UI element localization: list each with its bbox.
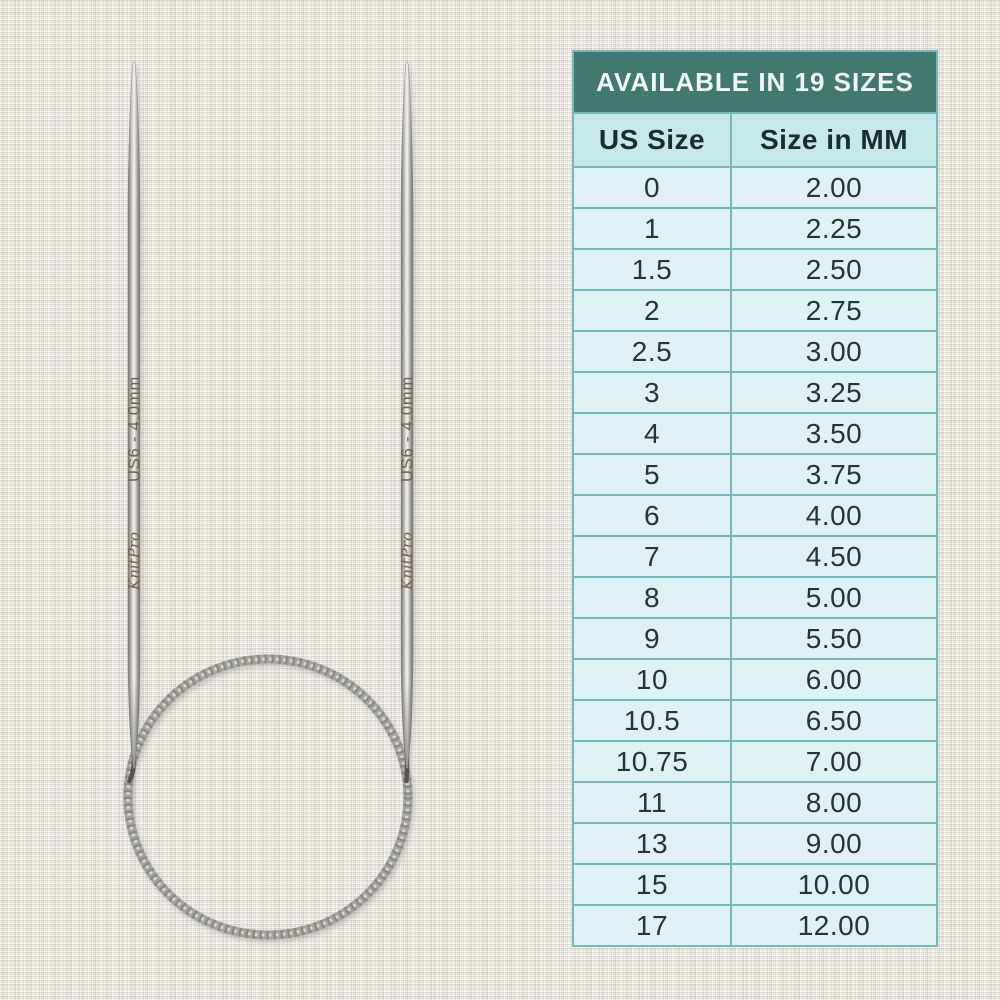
knitting-needle: US6 - 4.0mm KnitPro — [125, 61, 144, 769]
needle-size-marking: US6 - 4.0mm — [126, 376, 144, 482]
table-cell-mm: 3.25 — [732, 373, 936, 412]
table-cell-mm: 6.50 — [732, 701, 936, 740]
table-cell-mm: 3.75 — [732, 455, 936, 494]
table-cell-us: 9 — [574, 619, 730, 658]
table-cell-mm: 3.50 — [732, 414, 936, 453]
column-header-us-size: US Size — [574, 114, 730, 166]
table-cell-us: 10 — [574, 660, 730, 699]
table-cell-us: 0 — [574, 168, 730, 207]
table-cell-mm: 7.00 — [732, 742, 936, 781]
brand-logo: KnitPro — [125, 532, 143, 591]
knitting-needle — [397, 61, 417, 769]
table-cell-us: 4 — [574, 414, 730, 453]
cable-loop — [123, 654, 413, 940]
table-cell-us: 6 — [574, 496, 730, 535]
table-cell-mm: 9.00 — [732, 824, 936, 863]
table-cell-mm: 4.00 — [732, 496, 936, 535]
table-cell-us: 1.5 — [574, 250, 730, 289]
table-cell-mm: 8.00 — [732, 783, 936, 822]
table-cell-us: 2 — [574, 291, 730, 330]
table-cell-us: 11 — [574, 783, 730, 822]
size-table-grid: US Size Size in MM 0 2.00 1 2.25 1.5 2.5… — [574, 114, 936, 945]
table-cell-us: 2.5 — [574, 332, 730, 371]
table-cell-us: 17 — [574, 906, 730, 945]
table-cell-us: 15 — [574, 865, 730, 904]
table-cell-mm: 5.00 — [732, 578, 936, 617]
table-cell-us: 13 — [574, 824, 730, 863]
size-table: AVAILABLE IN 19 SIZES US Size Size in MM… — [572, 50, 938, 947]
table-cell-us: 7 — [574, 537, 730, 576]
column-header-size-mm: Size in MM — [732, 114, 936, 166]
table-cell-mm: 10.00 — [732, 865, 936, 904]
table-cell-us: 8 — [574, 578, 730, 617]
table-cell-mm: 12.00 — [732, 906, 936, 945]
table-cell-mm: 2.50 — [732, 250, 936, 289]
product-photo: US6 - 4.0mm KnitPro — [123, 61, 417, 940]
table-cell-mm: 2.25 — [732, 209, 936, 248]
table-cell-us: 10.75 — [574, 742, 730, 781]
table-cell-mm: 3.00 — [732, 332, 936, 371]
table-cell-us: 3 — [574, 373, 730, 412]
table-cell-mm: 2.00 — [732, 168, 936, 207]
table-cell-us: 5 — [574, 455, 730, 494]
table-cell-mm: 5.50 — [732, 619, 936, 658]
table-cell-us: 1 — [574, 209, 730, 248]
table-cell-mm: 6.00 — [732, 660, 936, 699]
table-cell-us: 10.5 — [574, 701, 730, 740]
size-table-title: AVAILABLE IN 19 SIZES — [574, 52, 936, 112]
table-cell-mm: 4.50 — [732, 537, 936, 576]
table-cell-mm: 2.75 — [732, 291, 936, 330]
